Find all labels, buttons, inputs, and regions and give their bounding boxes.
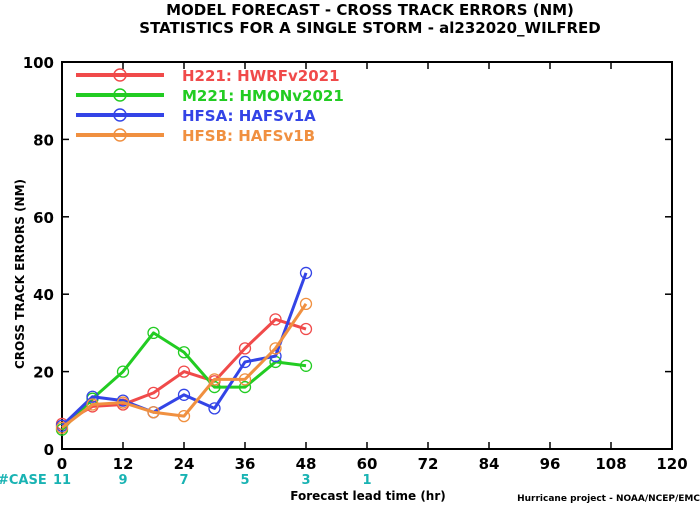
data-point	[177, 409, 191, 423]
data-point	[299, 359, 313, 372]
x-tick-label: 120	[656, 455, 687, 473]
x-tick-label: 48	[296, 455, 317, 473]
case-count: 1	[362, 473, 371, 488]
case-count: 11	[53, 473, 71, 488]
x-tick-label: 60	[357, 455, 378, 473]
legend-marker	[113, 128, 127, 142]
data-point	[208, 373, 221, 386]
x-tick-label: 12	[113, 455, 134, 473]
data-point	[177, 388, 191, 401]
case-label: #CASE	[0, 473, 47, 488]
y-axis-label: CROSS TRACK ERRORS (NM)	[13, 179, 27, 369]
data-point	[299, 297, 313, 311]
data-point	[116, 396, 130, 409]
data-point	[177, 346, 191, 359]
data-point	[116, 365, 130, 378]
data-point	[238, 380, 252, 394]
data-point	[238, 342, 252, 355]
legend: H221: HWRFv2021 M221: HMONv2021 HFSA: HAFS…	[76, 67, 344, 145]
data-point	[269, 313, 282, 326]
legend-label: H221: HWRFv2021	[182, 67, 340, 85]
series-group	[55, 266, 313, 436]
data-point	[55, 421, 69, 434]
x-tick-label: 108	[595, 455, 626, 473]
legend-label: HFSA: HAFSv1A	[182, 107, 316, 125]
legend-marker	[113, 68, 127, 82]
case-counts: 11 9 7 5 3 1	[53, 473, 372, 488]
data-point	[238, 373, 252, 386]
x-axis: 0 12 24 36 48 60 72 84 96 108 120	[57, 62, 688, 473]
x-axis-label: Forecast lead time (hr)	[290, 489, 446, 503]
series-line	[61, 303, 308, 429]
x-tick-label: 72	[418, 455, 439, 473]
y-tick-label: 40	[33, 286, 54, 304]
x-tick-label: 24	[174, 455, 195, 473]
data-point	[299, 322, 313, 336]
legend-label: HFSB: HAFSv1B	[182, 127, 315, 145]
data-point	[86, 398, 99, 411]
data-point	[238, 355, 252, 369]
x-tick-label: 84	[479, 455, 500, 473]
series-line	[61, 317, 307, 426]
x-tick-label: 36	[235, 455, 256, 473]
y-tick-label: 80	[33, 131, 54, 149]
data-point	[177, 365, 191, 378]
data-point	[208, 402, 221, 415]
case-count: 5	[240, 473, 249, 488]
case-count: 3	[301, 473, 310, 488]
legend-marker	[113, 88, 127, 102]
y-tick-label: 0	[44, 441, 54, 459]
data-point	[299, 266, 313, 280]
data-point	[269, 349, 282, 363]
case-count: 7	[179, 473, 188, 488]
credit-text: Hurricane project - NOAA/NCEP/EMC	[517, 494, 700, 504]
x-tick-label: 96	[540, 455, 561, 473]
legend-label: M221: HMONv2021	[182, 87, 344, 105]
series-line	[60, 331, 307, 431]
plot-frame	[61, 61, 673, 450]
x-tick-label: 0	[57, 455, 67, 473]
y-tick-label: 100	[23, 54, 54, 72]
data-point	[147, 326, 160, 340]
y-axis: 0 20 40 60 80 100	[23, 54, 672, 459]
chart-title-line1: MODEL FORECAST - CROSS TRACK ERRORS (NM)	[166, 1, 574, 19]
y-tick-label: 60	[33, 209, 54, 227]
legend-marker	[113, 108, 127, 122]
data-point	[269, 342, 282, 355]
y-tick-label: 20	[33, 364, 54, 382]
data-point	[147, 406, 160, 419]
data-point	[86, 390, 99, 403]
chart-title-line2: STATISTICS FOR A SINGLE STORM - al232020…	[139, 19, 600, 37]
data-point	[147, 386, 160, 400]
case-count: 9	[118, 473, 127, 488]
